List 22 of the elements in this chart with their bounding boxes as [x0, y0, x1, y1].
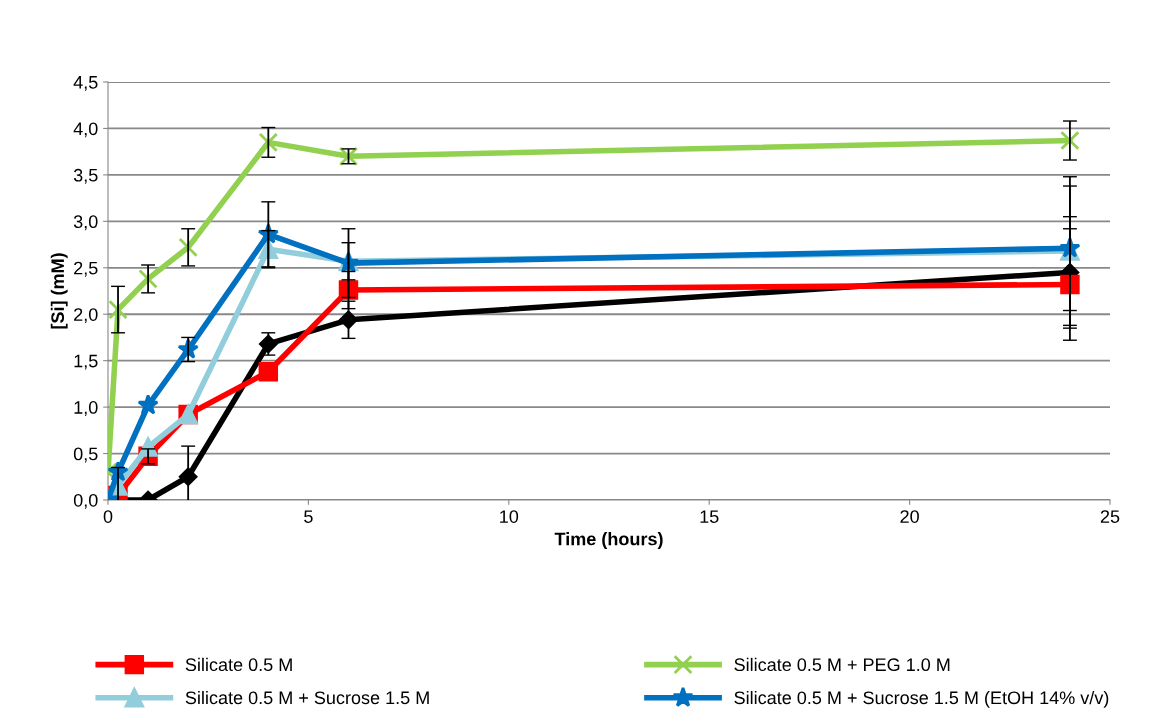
x-tick-label: 10 [500, 510, 519, 523]
y-tick-label: 4,0 [73, 122, 98, 138]
y-tick-label: 1,0 [74, 401, 98, 416]
y-tick-label: 0,0 [73, 493, 98, 509]
y-tick-label: 2,0 [74, 308, 98, 324]
x-tick-label: 25 [1100, 510, 1120, 523]
x-tick-label: 15 [700, 510, 719, 523]
y-tick-label: 3,0 [73, 215, 98, 231]
y-tick-label: 3,5 [73, 168, 98, 184]
legend-label: Silicate 0.5 M + PEG 1.0 M [734, 657, 950, 672]
x-tick-label: 20 [900, 510, 919, 523]
x-tick-label: 5 [304, 510, 313, 523]
y-axis-title: [Si] (mM) [50, 253, 68, 329]
legend-label: Silicate 0.5 M + Sucrose 1.5 M [185, 690, 429, 705]
y-tick-label: 1,5 [74, 354, 98, 370]
y-tick-label: 2,5 [74, 261, 98, 277]
x-tick-label: 0 [103, 510, 113, 523]
y-tick-label: 0,5 [73, 447, 98, 463]
x-axis-title: Time (hours) [554, 532, 663, 549]
y-tick-label: 4,5 [73, 76, 98, 91]
legend-label: Silicate 0.5 M + Sucrose 1.5 M (EtOH 14% v/v) [734, 690, 1109, 708]
legend-label: Silicate 0.5 M [185, 657, 292, 672]
